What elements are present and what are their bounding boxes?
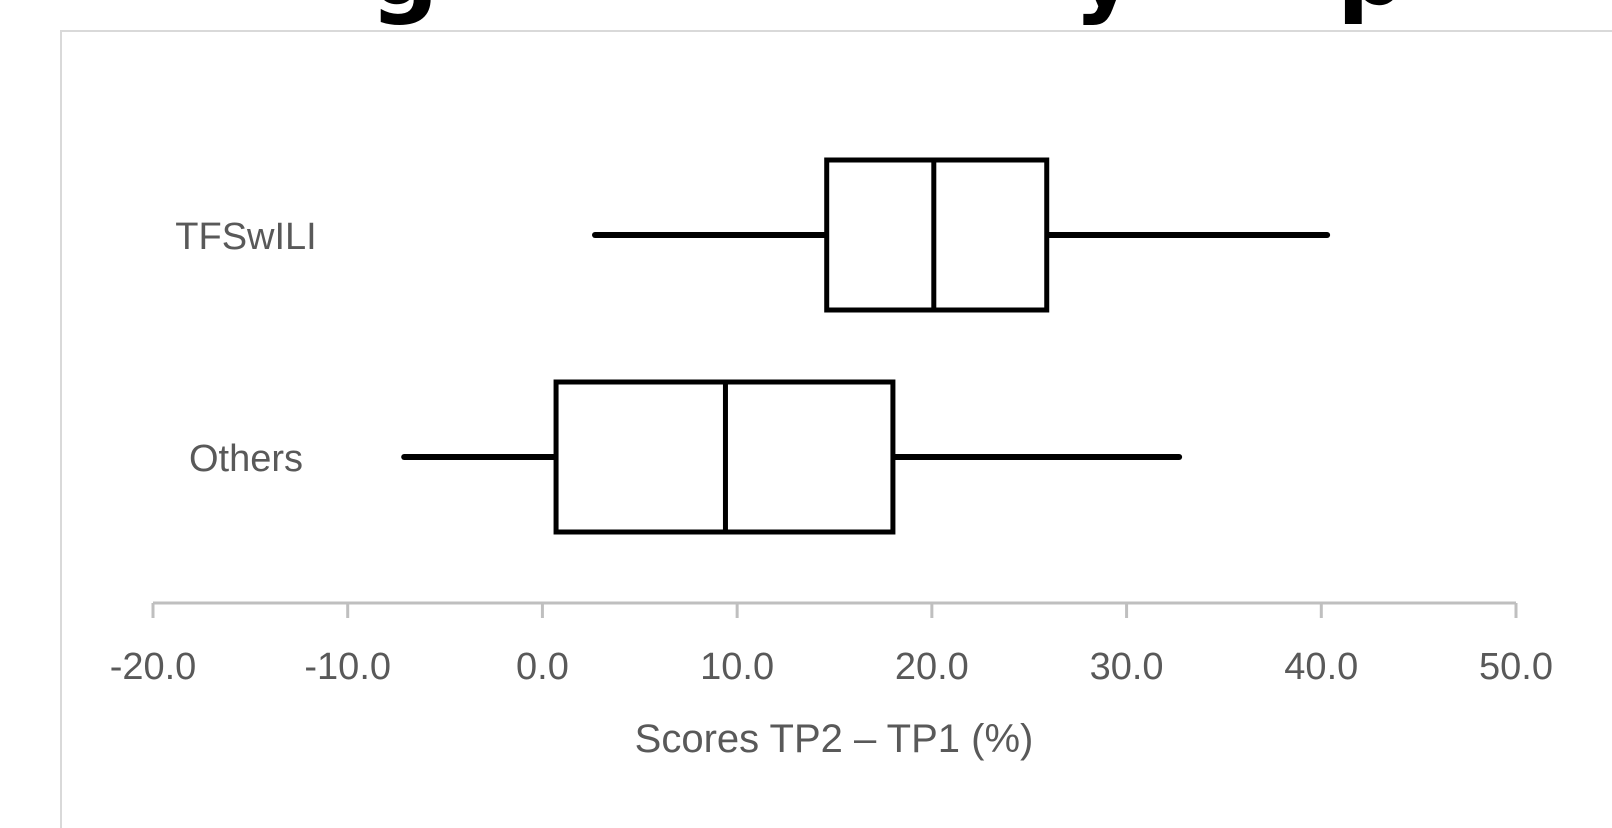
x-tick-label: 10.0 bbox=[700, 646, 774, 688]
category-label: TFSwILI bbox=[175, 216, 316, 258]
category-labels: TFSwILI Others bbox=[175, 216, 316, 480]
x-tick-label: -10.0 bbox=[304, 646, 391, 688]
x-axis-title: Scores TP2 – TP1 (%) bbox=[635, 717, 1034, 761]
x-axis: -20.0 -10.0 0.0 10.0 20.0 30.0 40.0 50.0 bbox=[110, 601, 1553, 688]
box-others bbox=[401, 379, 1183, 535]
x-tick-label: 0.0 bbox=[516, 646, 569, 688]
x-tick-label: -20.0 bbox=[110, 646, 197, 688]
boxes bbox=[401, 157, 1331, 535]
x-tick-label: 40.0 bbox=[1284, 646, 1358, 688]
box-tfswili bbox=[592, 157, 1331, 313]
x-tick-label: 20.0 bbox=[895, 646, 969, 688]
slide-title-fragment: g y p p y bbox=[370, 0, 1612, 27]
x-tick-label: 30.0 bbox=[1090, 646, 1164, 688]
interquartile-box bbox=[824, 157, 1050, 313]
category-label: Others bbox=[189, 438, 303, 480]
x-tick-label: 50.0 bbox=[1479, 646, 1553, 688]
